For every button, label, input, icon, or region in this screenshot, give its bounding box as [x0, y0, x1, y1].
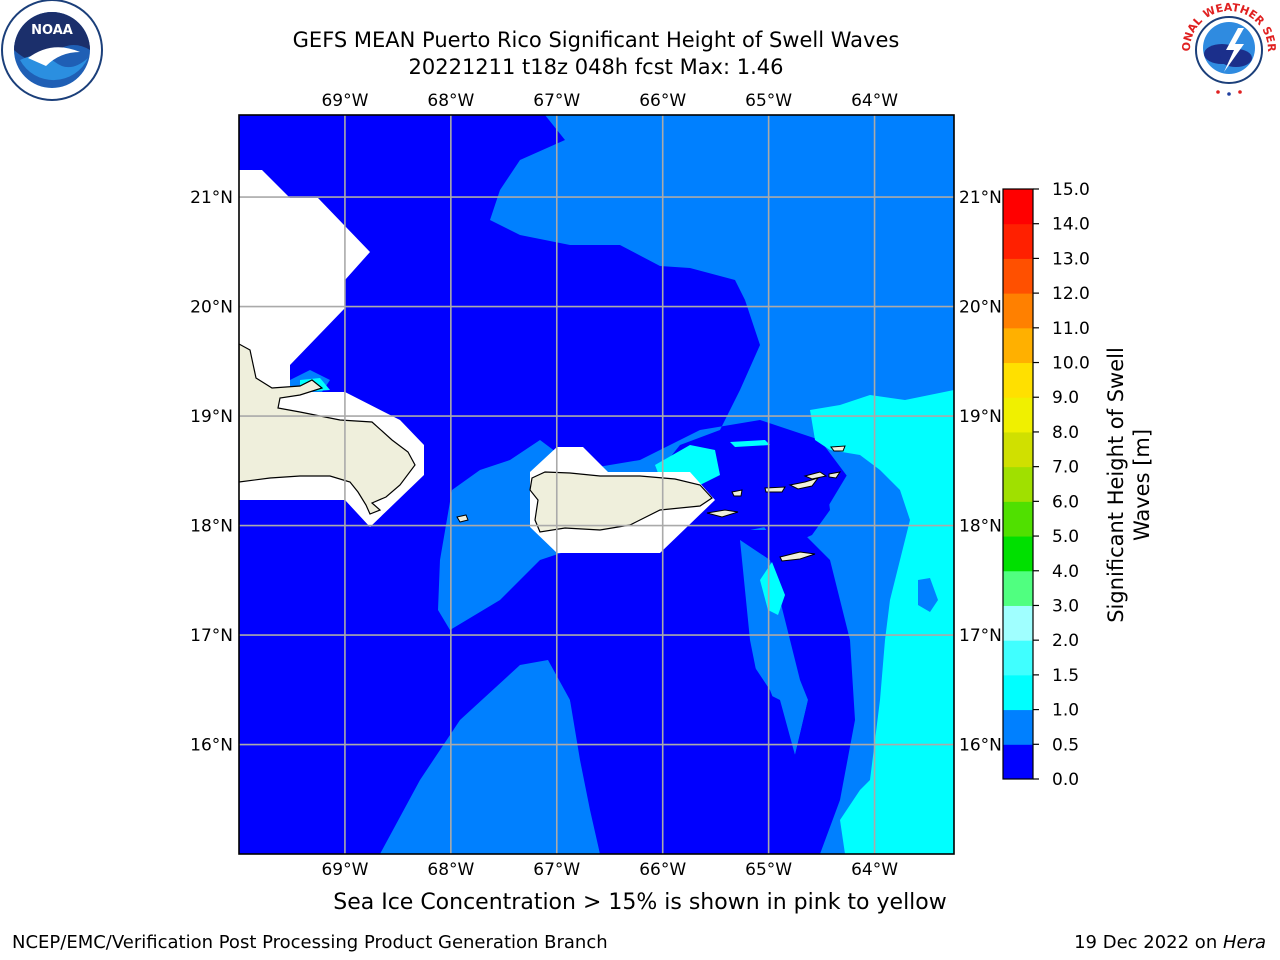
lat-tick-right: 21°N: [959, 188, 1002, 208]
lat-tick-right: 19°N: [959, 407, 1002, 427]
colorbar-segment: [1003, 709, 1033, 745]
colorbar-tick-label: 8.0: [1052, 423, 1079, 443]
gridlines: [239, 115, 954, 854]
lat-tick-left: 17°N: [190, 626, 233, 646]
colorbar-segment: [1003, 744, 1033, 780]
land-puerto-rico: [529, 471, 713, 533]
lat-tick-left: 16°N: [190, 736, 233, 756]
nws-logo: NATIONAL WEATHER SERVICE: [1178, 0, 1278, 98]
colorbar-tick-label: 10.0: [1052, 354, 1090, 374]
colorbar-segment: [1003, 431, 1033, 468]
swell-field: [239, 115, 954, 854]
run-date-text: 19 Dec 2022 on: [1074, 932, 1223, 953]
lat-tick-left: 19°N: [190, 407, 233, 427]
lat-tick-right: 20°N: [959, 298, 1002, 318]
tick-labels: 69°W 69°W 68°W 68°W 67°W 67°W 66°W 66°W 65°W 65°W…: [190, 91, 1002, 880]
colorbar-segment: [1003, 397, 1033, 433]
land-st-john: [788, 477, 820, 490]
colorbar-tick-label: 12.0: [1052, 284, 1090, 304]
lon-tick-top: 66°W: [639, 91, 686, 111]
lon-tick-top: 65°W: [745, 91, 792, 111]
colorbar-segment: [1003, 223, 1033, 259]
land-hispaniola: [239, 343, 416, 515]
lat-tick-right: 16°N: [959, 736, 1002, 756]
lat-tick-right: 17°N: [959, 626, 1002, 646]
map-frame: [238, 114, 955, 855]
lon-tick-bottom: 65°W: [745, 860, 792, 880]
land-vieques: [706, 509, 739, 518]
lon-tick-top: 64°W: [851, 91, 898, 111]
colorbar-segment: [1003, 674, 1033, 711]
chart-title: GEFS MEAN Puerto Rico Significant Height…: [292, 28, 900, 52]
colorbar-label-line2: Waves [m]: [1130, 429, 1154, 541]
colorbar-label: Significant Height of Swell: [1104, 347, 1128, 623]
colorbar-tick-label: 6.0: [1052, 492, 1079, 512]
colorbar-tick-label: 13.0: [1052, 249, 1090, 269]
lon-tick-bottom: 69°W: [321, 860, 368, 880]
colorbar-tick-label: 7.0: [1052, 458, 1079, 478]
colorbar-tick-label: 15.0: [1052, 180, 1090, 200]
lon-tick-top: 67°W: [533, 91, 580, 111]
colorbar-frame: [1002, 188, 1034, 780]
lon-tick-bottom: 66°W: [639, 860, 686, 880]
colorbar-tick-label: 2.0: [1052, 631, 1079, 651]
sea-ice-note: Sea Ice Concentration > 15% is shown in …: [333, 890, 947, 915]
colorbar-tick-label: 11.0: [1052, 319, 1090, 339]
colorbar-segment: [1003, 501, 1033, 537]
colorbar: 15.0 14.0 13.0 12.0 11.0 10.0 9.0 8.0 7.0 6.0 5.0 4…: [1002, 180, 1090, 790]
land-st-croix: [779, 551, 816, 562]
band-1-1.5-vi-n: [730, 440, 770, 447]
colorbar-tick-label: 1.0: [1052, 701, 1079, 721]
lat-tick-left: 21°N: [190, 188, 233, 208]
colorbar-segment: [1003, 536, 1033, 572]
run-date: 19 Dec 2022 on Hera: [1074, 932, 1266, 953]
colorbar-tick-label: 0.5: [1052, 735, 1079, 755]
colorbar-segment: [1003, 258, 1033, 294]
band-0-0.5-channel: [560, 610, 820, 854]
colorbar-tick-label: 9.0: [1052, 388, 1079, 408]
lat-tick-left: 20°N: [190, 298, 233, 318]
lat-tick-right: 18°N: [959, 517, 1002, 537]
colorbar-segment: [1003, 327, 1033, 364]
colorbar-tick-label: 3.0: [1052, 596, 1079, 616]
chart-subtitle: 20221211 t18z 048h fcst Max: 1.46: [408, 55, 784, 79]
noaa-logo: NOAA: [1, 0, 103, 101]
colorbar-segment: [1003, 362, 1033, 398]
band-0.5-1-notch: [918, 578, 938, 612]
land-tortola: [803, 471, 828, 480]
colorbar-tick-label: 4.0: [1052, 562, 1079, 582]
credit-line: NCEP/EMC/Verification Post Processing Pr…: [12, 932, 608, 953]
colorbar-segment: [1003, 570, 1033, 606]
colorbar-segment: [1003, 605, 1033, 641]
land-mona: [456, 514, 469, 523]
band-1-1.5-east: [810, 390, 954, 854]
colorbar-segment: [1003, 466, 1033, 502]
svg-text:NOAA: NOAA: [31, 23, 73, 38]
band-0.5-1-south: [380, 660, 600, 854]
colorbar-tick-label: 5.0: [1052, 527, 1079, 547]
lon-tick-bottom: 68°W: [427, 860, 474, 880]
colorbar-tick-label: 14.0: [1052, 215, 1090, 235]
band-1-1.5-south: [760, 562, 785, 615]
lon-tick-bottom: 67°W: [533, 860, 580, 880]
land-culebra: [731, 489, 743, 497]
colorbar-segment: [1003, 189, 1033, 225]
lon-tick-bottom: 64°W: [851, 860, 898, 880]
machine-name: Hera: [1222, 932, 1266, 953]
colorbar-segment: [1003, 640, 1033, 676]
band-0.5-1-mid: [740, 540, 808, 755]
colorbar-tick-label: 0.0: [1052, 770, 1079, 790]
land-anegada: [828, 471, 842, 479]
lat-tick-left: 18°N: [190, 517, 233, 537]
land-sombrero: [830, 445, 846, 452]
colorbar-segment: [1003, 293, 1033, 329]
land-st-thomas: [764, 486, 786, 493]
lon-tick-top: 69°W: [321, 91, 368, 111]
colorbar-tick-label: 1.5: [1052, 666, 1079, 686]
lon-tick-top: 68°W: [427, 91, 474, 111]
